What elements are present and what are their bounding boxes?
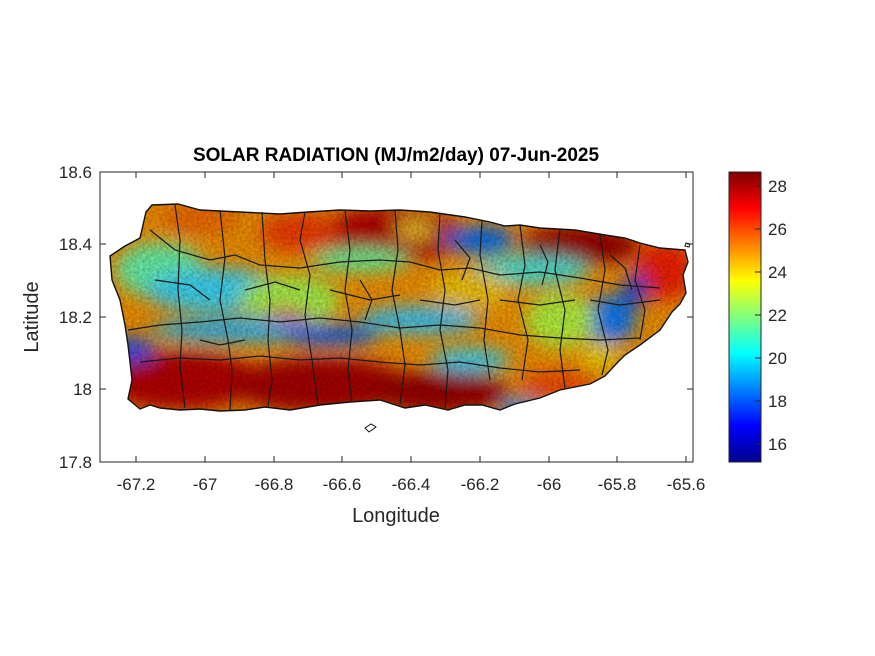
x-tick-label: -66.2 bbox=[461, 475, 500, 494]
chart-title: SOLAR RADIATION (MJ/m2/day) 07-Jun-2025 bbox=[193, 145, 600, 166]
y-axis-label: Latitude bbox=[21, 281, 43, 352]
y-tick-label: 18.4 bbox=[59, 235, 92, 254]
x-tick-label: -65.6 bbox=[667, 475, 706, 494]
colorbar-tick-label: 20 bbox=[768, 349, 787, 368]
colorbar-tick-label: 16 bbox=[768, 435, 787, 454]
x-tick-label: -66.6 bbox=[323, 475, 362, 494]
municipal-boundaries bbox=[127, 204, 661, 411]
x-tick-marks bbox=[135, 172, 687, 462]
x-tick-label: -66.4 bbox=[392, 475, 431, 494]
islet bbox=[364, 423, 377, 433]
radiation-field bbox=[110, 204, 688, 411]
y-tick-label: 18.6 bbox=[59, 163, 92, 182]
colorbar-tick-label: 24 bbox=[768, 263, 787, 282]
y-tick-labels: 18.6 18.4 18.2 18 17.8 bbox=[59, 163, 92, 472]
colorbar-tick-label: 26 bbox=[768, 220, 787, 239]
x-axis-label: Longitude bbox=[352, 505, 440, 527]
y-tick-label: 18 bbox=[73, 380, 92, 399]
colorbar-tick-label: 22 bbox=[768, 306, 787, 325]
x-tick-label: -67.2 bbox=[117, 475, 156, 494]
colorbar bbox=[728, 171, 762, 463]
x-tick-label: -66 bbox=[537, 475, 562, 494]
colorbar-tick-label: 28 bbox=[768, 177, 787, 196]
colorbar-tick-labels: 28 26 24 22 20 18 16 bbox=[768, 177, 787, 454]
x-tick-label: -67 bbox=[193, 475, 218, 494]
x-tick-label: -66.8 bbox=[255, 475, 294, 494]
y-tick-label: 17.8 bbox=[59, 453, 92, 472]
x-tick-labels: -67.2 -67 -66.8 -66.6 -66.4 -66.2 -66 -6… bbox=[117, 475, 706, 494]
colorbar-tick-marks bbox=[755, 185, 761, 445]
x-tick-label: -65.8 bbox=[598, 475, 637, 494]
y-tick-marks bbox=[100, 171, 693, 463]
colorbar-tick-label: 18 bbox=[768, 392, 787, 411]
y-tick-label: 18.2 bbox=[59, 308, 92, 327]
